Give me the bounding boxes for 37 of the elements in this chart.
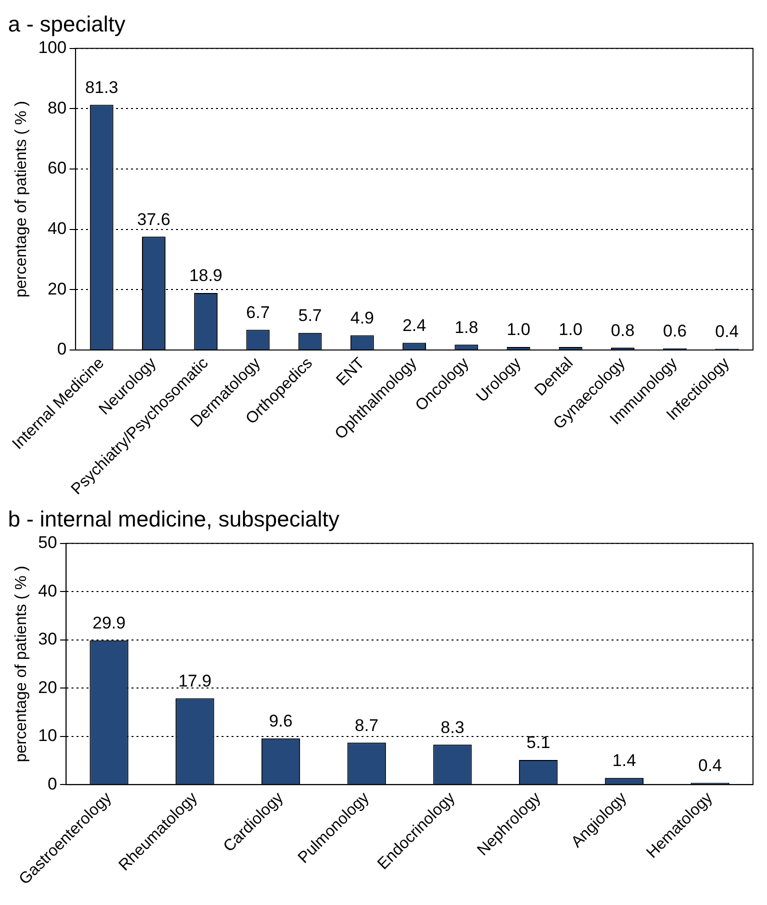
y-tick-label: 0: [57, 340, 67, 359]
chart-title: a - specialty: [8, 11, 126, 36]
y-tick-label: 10: [38, 726, 58, 746]
data-label: 18.9: [189, 266, 222, 286]
y-tick-label: 100: [38, 38, 67, 58]
chart-title: b - internal medicine, subspecialty: [8, 506, 340, 532]
data-label: 2.4: [402, 316, 426, 335]
data-label: 1.8: [454, 318, 478, 337]
data-label: 0.4: [715, 322, 739, 341]
data-label: 17.9: [178, 671, 212, 690]
data-label: 5.7: [298, 306, 322, 326]
y-tick-label: 0: [48, 774, 58, 794]
data-label: 0.4: [698, 756, 722, 775]
data-label: 6.7: [246, 302, 270, 322]
y-tick-label: 80: [48, 98, 67, 118]
data-label: 0.6: [663, 321, 687, 340]
data-label: 8.3: [440, 718, 464, 737]
data-label: 4.9: [350, 308, 374, 328]
data-label: 5.1: [526, 733, 550, 752]
y-axis-title: percentage of patients ( % ): [13, 100, 30, 298]
y-tick-label: 40: [48, 219, 67, 238]
y-tick-label: 20: [38, 678, 58, 697]
data-label: 1.0: [558, 320, 582, 340]
y-axis-title: percentage of patients ( % ): [13, 566, 30, 762]
data-label: 0.8: [610, 320, 635, 340]
y-tick-label: 30: [38, 630, 58, 649]
data-label: 9.6: [268, 712, 293, 731]
data-label: 37.6: [137, 210, 170, 229]
y-tick-label: 50: [38, 533, 58, 552]
y-tick-label: 40: [38, 581, 58, 600]
data-label: 8.7: [354, 716, 378, 735]
data-label: 1.4: [612, 751, 636, 770]
data-label: 81.3: [85, 78, 118, 97]
data-label: 29.9: [92, 614, 126, 633]
y-tick-label: 20: [48, 279, 67, 298]
data-label: 1.0: [506, 320, 530, 340]
y-tick-label: 60: [48, 158, 67, 178]
